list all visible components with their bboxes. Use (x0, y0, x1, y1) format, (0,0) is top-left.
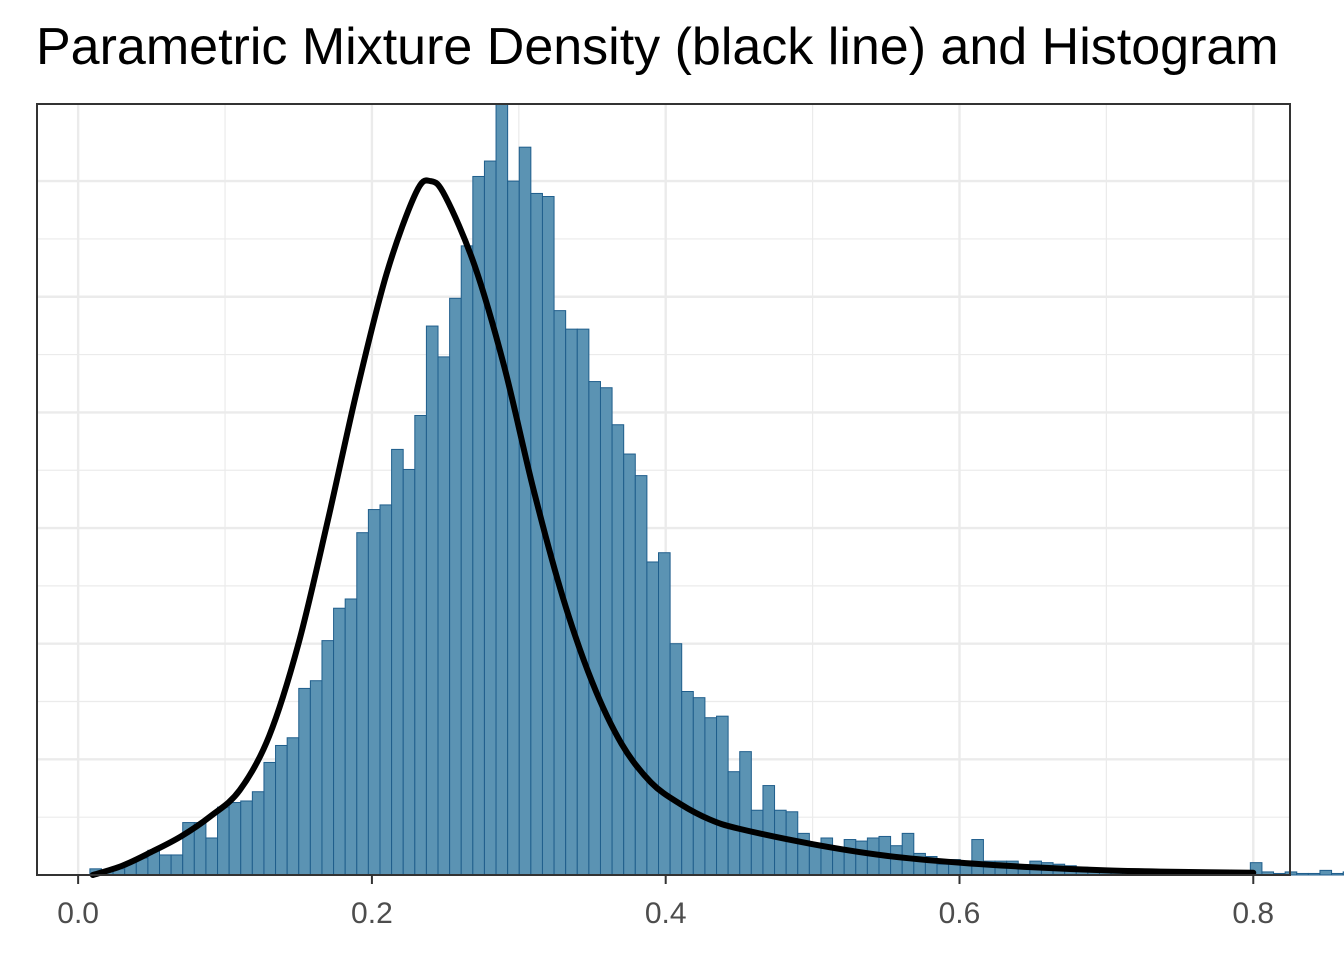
histogram-bar (739, 751, 752, 876)
histogram-bar (704, 717, 718, 876)
histogram-bar (971, 839, 984, 876)
histogram-bar (251, 791, 265, 876)
histogram-bar (681, 691, 694, 876)
histogram-bar (507, 180, 520, 876)
histogram-bar (298, 687, 311, 876)
histogram-bar (414, 414, 427, 876)
histogram-bar (437, 356, 451, 876)
histogram-bar (333, 607, 346, 876)
histogram-bar (750, 809, 764, 876)
histogram-bar (576, 328, 590, 876)
histogram-bar (356, 532, 369, 876)
histogram-bar (402, 468, 416, 876)
histogram-bar (1307, 872, 1321, 876)
histogram-bar (449, 297, 462, 876)
histogram-bar (832, 848, 845, 876)
histogram-bar (217, 806, 230, 876)
x-tick-label: 0.4 (645, 897, 687, 930)
histogram-bar (1331, 872, 1344, 876)
histogram-bar (808, 843, 822, 876)
histogram-bar (286, 737, 300, 876)
histogram-bar (321, 640, 335, 876)
density-line (89, 177, 1257, 878)
x-tick-label: 0.0 (57, 897, 99, 930)
histogram-bar (611, 424, 625, 876)
histogram-bar (936, 863, 950, 876)
histogram-bar (205, 837, 219, 876)
histogram-bar (692, 697, 706, 876)
histogram-bar (762, 785, 776, 876)
histogram-bar (495, 103, 509, 876)
histogram-bar (193, 822, 207, 876)
x-tick-label: 0.8 (1232, 897, 1274, 930)
histogram-bar (159, 854, 172, 876)
histogram-bar (901, 832, 915, 876)
histogram-bar (646, 561, 660, 876)
chart-title: Parametric Mixture Density (black line) … (36, 18, 1279, 76)
x-tick-label: 0.2 (351, 897, 393, 930)
density-line-layer (89, 177, 1257, 878)
histogram-bar (275, 744, 288, 876)
histogram-bar (518, 146, 532, 876)
histogram-bar (344, 598, 358, 876)
histogram-bar (623, 453, 636, 876)
histogram-bar (774, 809, 787, 876)
histogram-bar (309, 680, 323, 876)
histogram-bar (263, 761, 277, 876)
histogram-bar (716, 715, 729, 876)
plot-panel-border (36, 103, 1291, 876)
x-tick-label: 0.6 (939, 897, 981, 930)
histogram-bar (228, 802, 242, 876)
histogram-bar (240, 800, 253, 876)
histogram-bar (379, 504, 393, 876)
histogram-bar (460, 245, 474, 876)
histogram-bar (599, 387, 613, 876)
x-axis: 0.0 0.2 0.4 0.6 0.8 (57, 875, 1274, 930)
histogram-bar (588, 381, 601, 876)
histogram-bar (367, 509, 381, 876)
histogram-bar (843, 839, 857, 876)
histogram-bar (530, 192, 543, 876)
histogram-bar (669, 643, 683, 876)
histogram-bar (1296, 872, 1309, 876)
histogram-bar (483, 160, 497, 876)
histogram-bar (425, 325, 439, 876)
histogram-bar (391, 448, 404, 876)
histogram-bar (634, 475, 648, 876)
histogram-bar (1319, 869, 1333, 876)
histogram-bar (855, 840, 868, 876)
histogram-bar (170, 854, 184, 876)
histogram-bar (658, 552, 671, 876)
